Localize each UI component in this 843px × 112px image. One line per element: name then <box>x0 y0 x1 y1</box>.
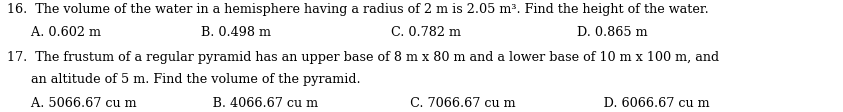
Text: 16.  The volume of the water in a hemisphere having a radius of 2 m is 2.05 m³. : 16. The volume of the water in a hemisph… <box>7 3 708 16</box>
Text: A. 0.602 m                         B. 0.498 m                              C. 0.: A. 0.602 m B. 0.498 m C. 0. <box>7 26 647 39</box>
Text: A. 5066.67 cu m                   B. 4066.67 cu m                       C. 7066.: A. 5066.67 cu m B. 4066.67 cu m C. 7066. <box>7 96 709 109</box>
Text: an altitude of 5 m. Find the volume of the pyramid.: an altitude of 5 m. Find the volume of t… <box>7 73 360 86</box>
Text: 17.  The frustum of a regular pyramid has an upper base of 8 m x 80 m and a lowe: 17. The frustum of a regular pyramid has… <box>7 50 719 63</box>
